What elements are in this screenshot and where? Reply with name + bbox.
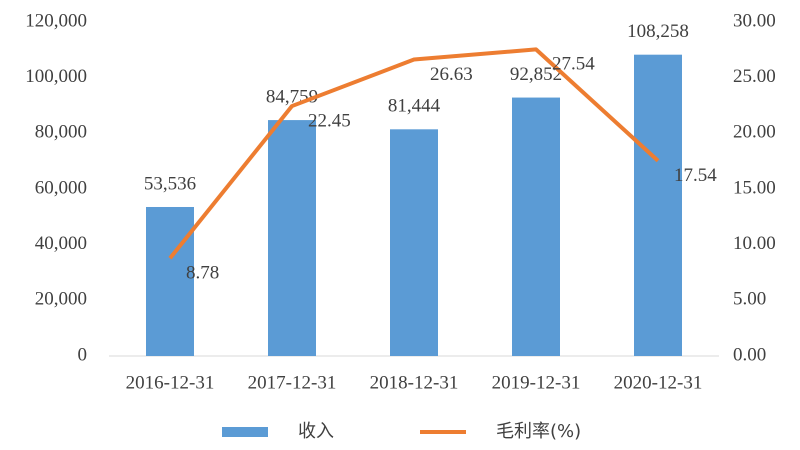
legend-label: 毛利率(%) <box>496 421 581 442</box>
y-tick-label: 20,000 <box>35 289 87 310</box>
y2-tick-label: 5.00 <box>733 289 766 310</box>
y2-tick-label: 20.00 <box>733 122 776 143</box>
x-tick-label: 2017-12-31 <box>248 372 337 393</box>
legend-label: 收入 <box>298 421 334 442</box>
bar <box>634 54 682 357</box>
y2-tick-label: 0.00 <box>733 344 766 365</box>
data-label: 17.54 <box>674 165 717 186</box>
line <box>168 47 660 260</box>
bar <box>268 120 316 356</box>
data-label: 108,258 <box>627 21 689 42</box>
legend-swatch <box>222 427 268 437</box>
y2-tick-label: 25.00 <box>733 66 776 87</box>
x-tick-label: 2020-12-31 <box>614 372 703 393</box>
data-label: 92,852 <box>510 64 562 85</box>
y-tick-label: 100,000 <box>25 66 87 87</box>
data-label: 27.54 <box>552 54 595 75</box>
y-tick-label: 40,000 <box>35 233 87 254</box>
bar <box>512 97 560 356</box>
y2-tick-label: 15.00 <box>733 177 776 198</box>
data-label: 22.45 <box>308 110 351 131</box>
x-tick-label: 2019-12-31 <box>492 372 581 393</box>
data-label: 81,444 <box>388 96 441 117</box>
y-tick-label: 120,000 <box>25 10 87 31</box>
y-tick-label: 80,000 <box>35 122 87 143</box>
y2-tick-label: 30.00 <box>733 10 776 31</box>
bar <box>390 129 438 356</box>
y-tick-label: 0 <box>78 344 88 365</box>
data-label: 26.63 <box>430 64 473 85</box>
data-label: 8.78 <box>186 263 219 284</box>
x-tick-label: 2018-12-31 <box>370 372 459 393</box>
y-tick-label: 60,000 <box>35 177 87 198</box>
y2-tick-label: 10.00 <box>733 233 776 254</box>
bar <box>146 206 194 356</box>
data-label: 53,536 <box>144 173 196 194</box>
x-tick-label: 2016-12-31 <box>126 372 215 393</box>
